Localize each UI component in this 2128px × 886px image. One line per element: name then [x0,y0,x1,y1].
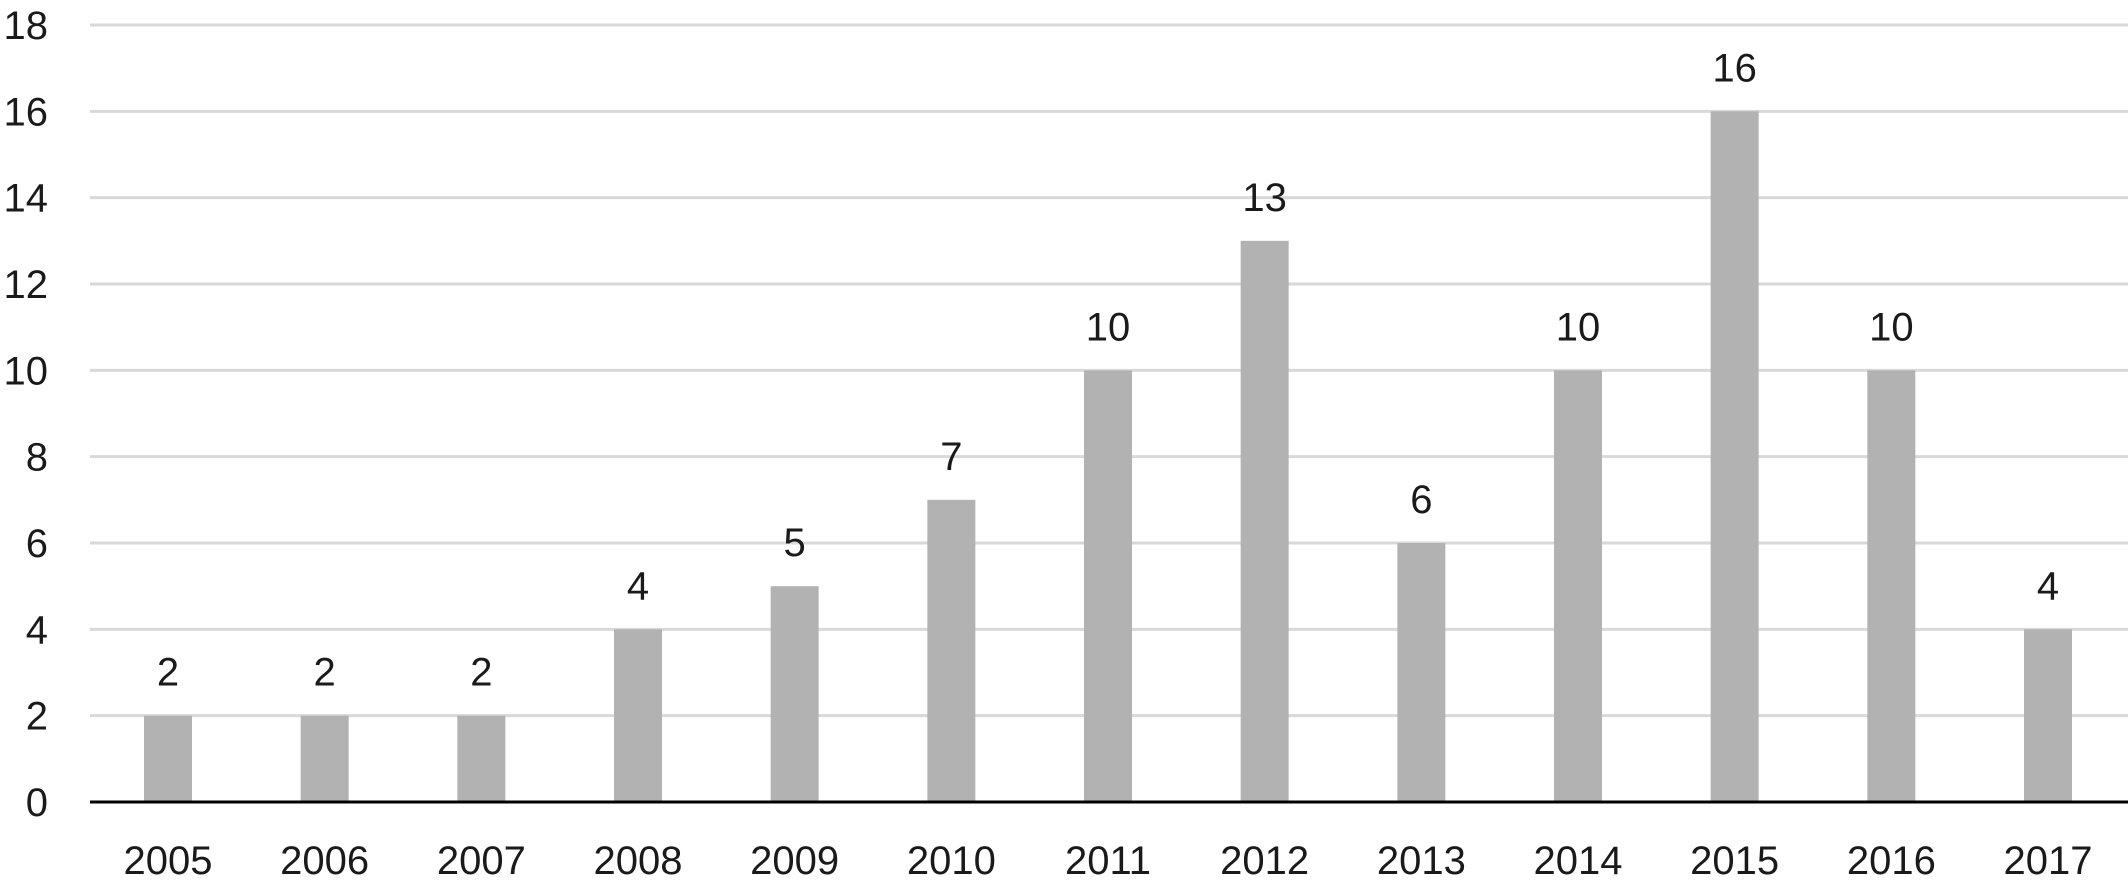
data-label-2013: 6 [1410,478,1432,522]
data-label-2015: 16 [1712,46,1757,90]
bars [144,111,2072,803]
y-tick-label-16: 16 [4,90,49,134]
y-axis-tick-labels: 0 2 4 6 8 10 12 14 16 18 [4,4,49,825]
x-tick-label-2009: 2009 [750,839,839,883]
data-label-2008: 4 [627,564,649,608]
y-tick-label-2: 2 [26,695,48,739]
y-tick-label-14: 14 [4,177,49,221]
data-label-2005: 2 [157,651,179,695]
data-label-2014: 10 [1556,305,1601,349]
y-tick-label-12: 12 [4,263,49,307]
data-label-2006: 2 [314,651,336,695]
data-label-2009: 5 [784,521,806,565]
x-tick-label-2014: 2014 [1534,839,1623,883]
bar-2011 [1084,370,1132,802]
x-tick-label-2013: 2013 [1377,839,1466,883]
y-tick-label-6: 6 [26,522,48,566]
data-label-2016: 10 [1869,305,1914,349]
x-tick-label-2010: 2010 [907,839,996,883]
data-label-2012: 13 [1242,176,1287,220]
bar-2006 [300,715,349,802]
data-label-2007: 2 [470,651,492,695]
x-tick-label-2016: 2016 [1847,839,1936,883]
y-tick-label-0: 0 [26,781,48,825]
x-tick-label-2006: 2006 [280,839,369,883]
data-label-2011: 10 [1086,305,1131,349]
bar-2010 [927,499,976,802]
bar-2016 [1867,370,1916,802]
bar-2014 [1554,370,1602,802]
bar-2008 [614,629,662,802]
bar-2015 [1710,111,1759,803]
y-tick-label-18: 18 [4,4,49,48]
bar-2007 [457,715,506,802]
data-labels: 2 2 2 4 5 7 10 13 6 10 16 10 4 [157,46,2059,694]
x-tick-label-2008: 2008 [594,839,683,883]
data-label-2010: 7 [940,435,962,479]
bar-2005 [144,715,192,802]
x-tick-label-2011: 2011 [1065,839,1151,883]
y-tick-label-8: 8 [26,436,48,480]
x-tick-label-2007: 2007 [437,839,526,883]
x-tick-label-2017: 2017 [2004,839,2093,883]
bar-2017 [2024,629,2072,802]
y-tick-label-4: 4 [26,608,48,652]
x-tick-label-2015: 2015 [1690,839,1779,883]
x-tick-label-2012: 2012 [1220,839,1309,883]
bar-2012 [1240,240,1289,803]
bar-2009 [770,586,819,802]
x-tick-label-2005: 2005 [124,839,213,883]
bar-2013 [1397,543,1446,802]
x-axis-tick-labels: 2005 2006 2007 2008 2009 2010 2011 2012 2013 2014… [124,839,2093,883]
data-label-2017: 4 [2037,564,2059,608]
y-tick-label-10: 10 [4,349,49,393]
